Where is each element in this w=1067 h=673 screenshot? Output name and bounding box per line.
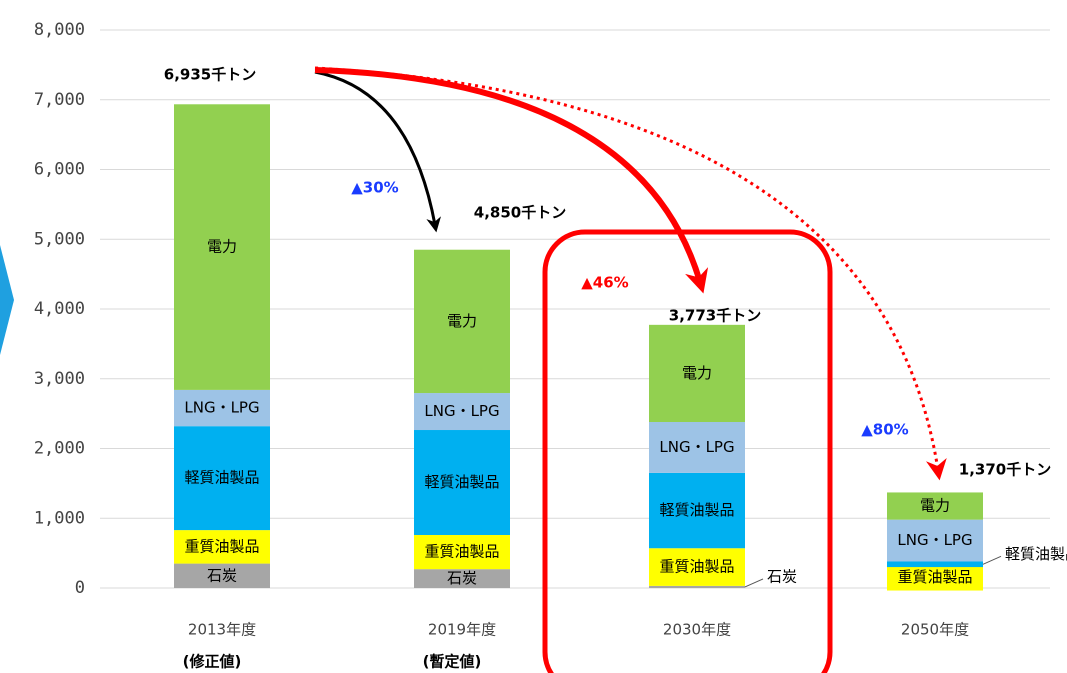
x-tick-label: 2013年度 xyxy=(188,621,256,639)
segment-label: LNG・LPG xyxy=(424,402,499,420)
bar-segment xyxy=(414,569,510,588)
y-tick-label: 1,000 xyxy=(34,508,85,528)
label-bg xyxy=(174,533,270,560)
label-bg xyxy=(414,539,510,566)
segment-label: 重質油製品 xyxy=(424,543,499,561)
y-tick-label: 8,000 xyxy=(34,20,85,40)
category-note: (暫定値) xyxy=(423,653,482,671)
change-label: ▲80% xyxy=(861,421,908,439)
total-label: 1,370千トン xyxy=(959,461,1051,479)
total-label: 3,773千トン xyxy=(669,307,761,325)
change-label: ▲46% xyxy=(581,274,628,292)
segment-label: 軽質油製品 xyxy=(659,501,734,519)
y-tick-label: 7,000 xyxy=(34,90,85,110)
segment-label: 石炭 xyxy=(447,569,477,587)
segment-label: LNG・LPG xyxy=(897,531,972,549)
bar-segment xyxy=(414,430,510,535)
y-tick-label: 6,000 xyxy=(34,160,85,180)
label-bg xyxy=(649,554,745,581)
arrow xyxy=(314,70,442,233)
bar-segment xyxy=(649,585,745,588)
segment-label: 重質油製品 xyxy=(897,568,972,586)
segment-label: 軽質油製品 xyxy=(424,473,499,491)
x-tick-label: 2050年度 xyxy=(901,621,969,639)
segment-label: 電力 xyxy=(920,497,950,515)
segment-label: 重質油製品 xyxy=(184,537,259,555)
y-tick-label: 5,000 xyxy=(34,229,85,249)
bar-segment xyxy=(414,249,510,394)
bar-segment xyxy=(649,472,745,549)
segment-label: LNG・LPG xyxy=(659,438,734,456)
y-tick-label: 4,000 xyxy=(34,299,85,319)
label-bg xyxy=(887,564,983,591)
bar-segment xyxy=(174,389,270,427)
bar-segment xyxy=(414,393,510,431)
y-tick-label: 0 xyxy=(75,578,85,598)
bar-segment xyxy=(887,519,983,562)
total-label: 6,935千トン xyxy=(164,66,256,84)
x-tick-label: 2019年度 xyxy=(428,621,496,639)
bar-segment xyxy=(174,104,270,390)
bar-segment xyxy=(174,426,270,531)
bar-segment xyxy=(887,561,983,568)
y-tick-label: 3,000 xyxy=(34,369,85,389)
leader-line xyxy=(982,555,1002,565)
leader-line xyxy=(744,578,764,588)
y-tick-label: 2,000 xyxy=(34,439,85,459)
segment-label: 電力 xyxy=(682,364,712,382)
bar-segment xyxy=(174,563,270,588)
total-label: 4,850千トン xyxy=(474,204,566,222)
arrow xyxy=(314,66,947,481)
segment-label: 石炭 xyxy=(207,566,237,584)
bar-segment xyxy=(649,324,745,422)
segment-label: 電力 xyxy=(207,238,237,256)
highlight-box xyxy=(542,229,833,673)
segment-label: 電力 xyxy=(447,312,477,330)
segment-label: 石炭 xyxy=(767,567,797,585)
x-tick-label: 2030年度 xyxy=(663,621,731,639)
segment-label: 軽質油製品 xyxy=(184,469,259,487)
segment-label: LNG・LPG xyxy=(184,399,259,417)
chevron xyxy=(0,245,14,355)
bar-segment xyxy=(649,421,745,473)
category-note: (修正値) xyxy=(183,653,242,671)
segment-label: 重質油製品 xyxy=(659,558,734,576)
segment-label: 軽質油製品 xyxy=(1005,545,1067,563)
change-label: ▲30% xyxy=(351,179,398,197)
bar-segment xyxy=(887,492,983,520)
